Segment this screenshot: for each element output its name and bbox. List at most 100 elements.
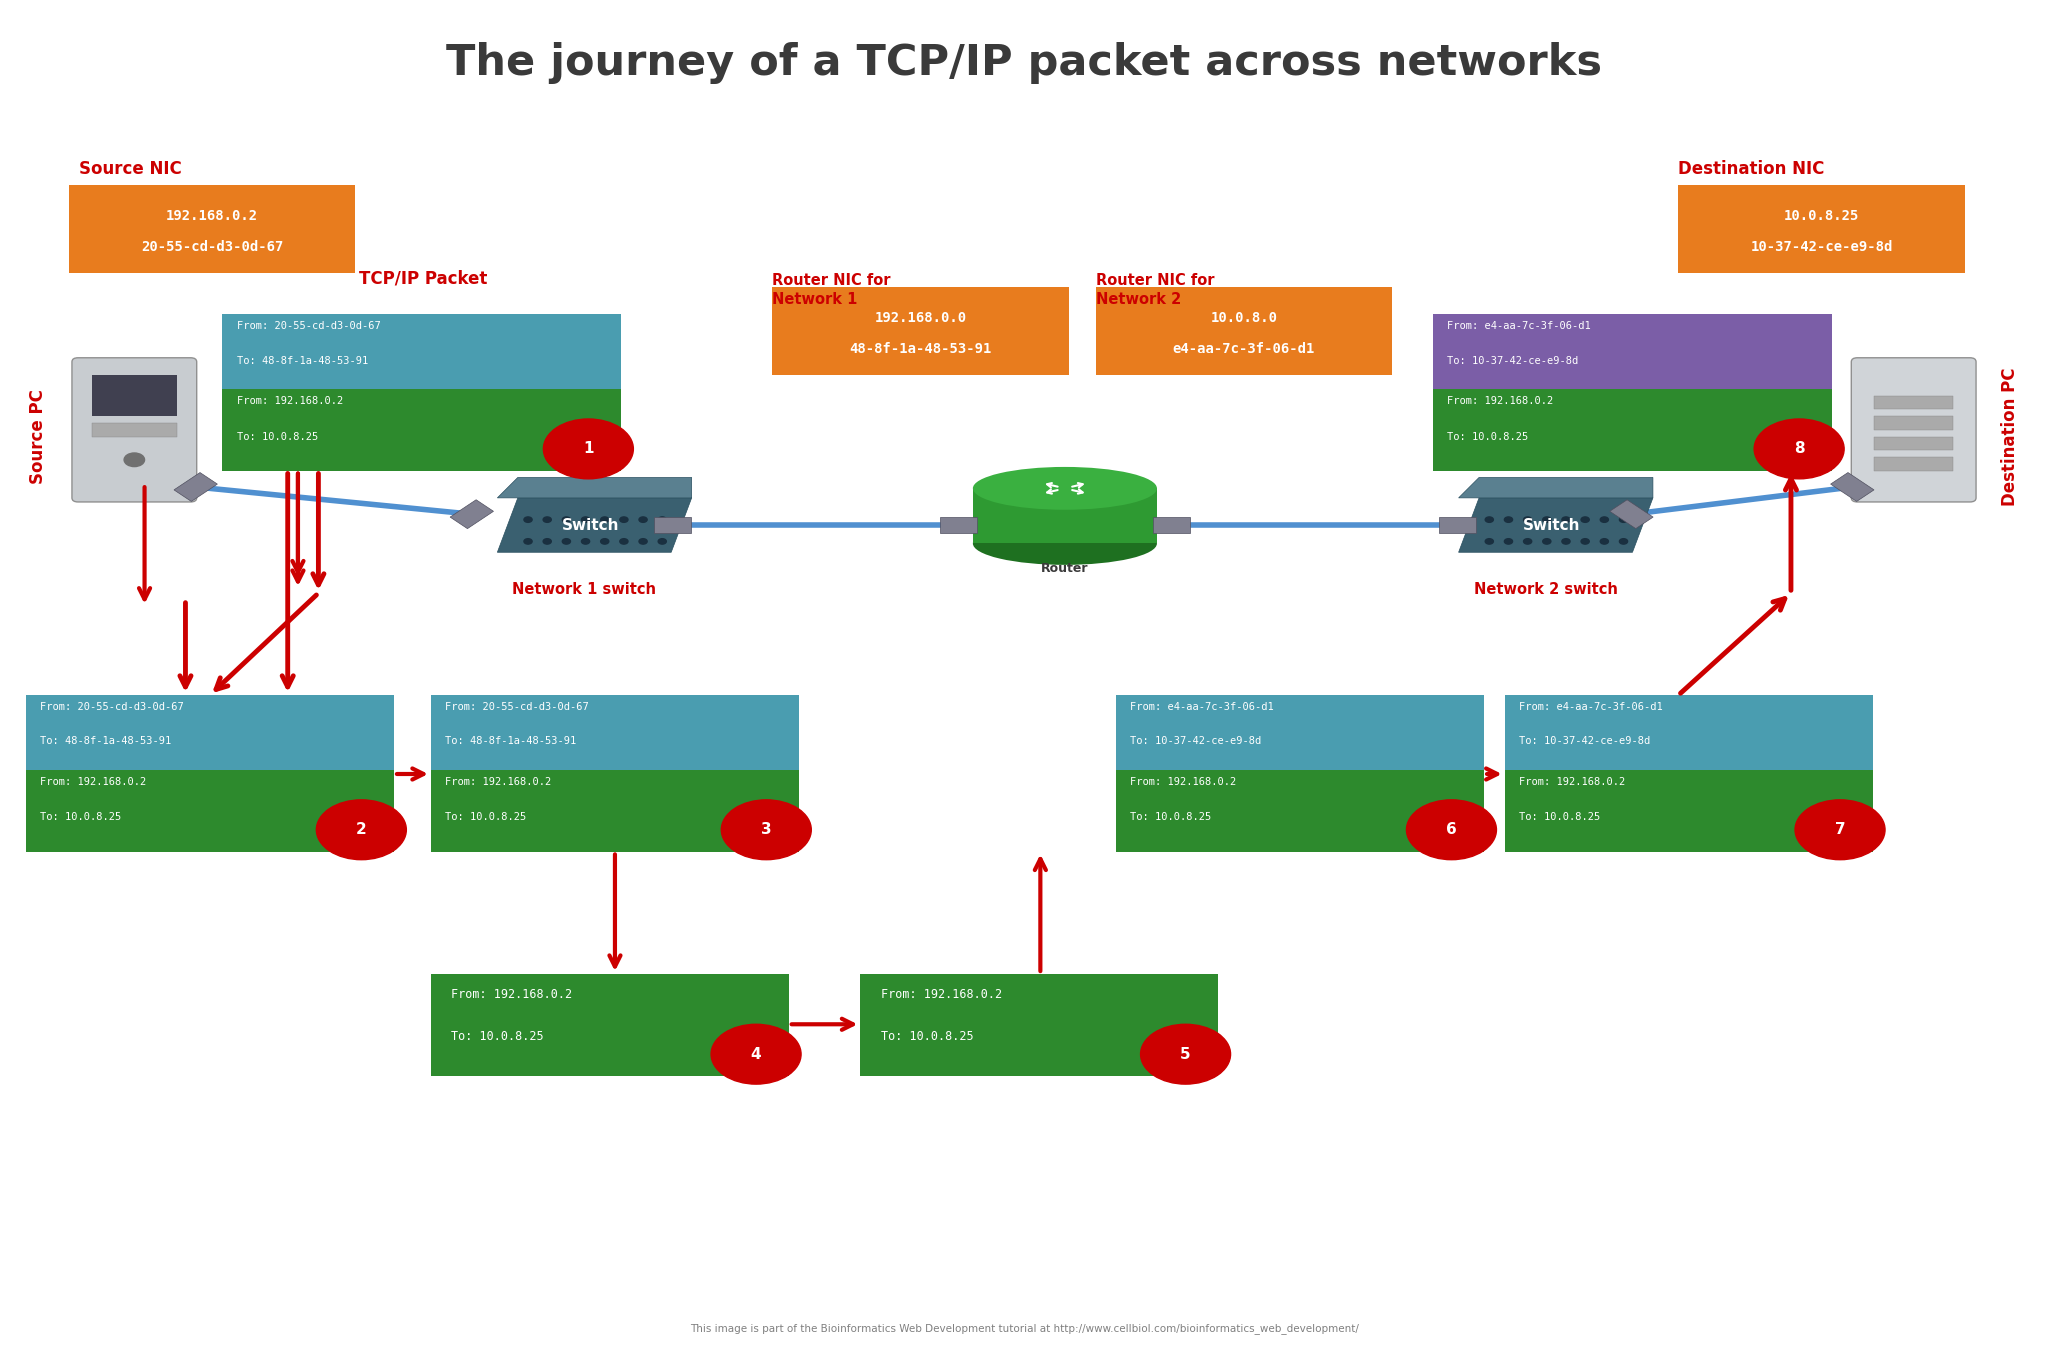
FancyBboxPatch shape [92,375,176,416]
Text: From: 192.168.0.2: From: 192.168.0.2 [41,777,147,786]
Text: Network 1 switch: Network 1 switch [512,582,655,597]
Text: 7: 7 [1835,822,1845,837]
Polygon shape [653,517,690,533]
Circle shape [1794,800,1884,860]
Circle shape [563,517,571,522]
Circle shape [1542,517,1550,522]
Circle shape [1581,538,1589,544]
Circle shape [1505,517,1513,522]
FancyBboxPatch shape [430,695,799,770]
Text: To: 10.0.8.25: To: 10.0.8.25 [1520,812,1599,822]
Circle shape [621,538,629,544]
Text: Destination PC: Destination PC [2001,368,2019,506]
FancyBboxPatch shape [1874,395,1954,409]
Text: 10-37-42-ce-e9-8d: 10-37-42-ce-e9-8d [1751,240,1892,254]
Text: Router NIC for
Network 2: Router NIC for Network 2 [1096,274,1214,307]
Text: From: 192.168.0.2: From: 192.168.0.2 [1448,397,1554,406]
Text: Destination NIC: Destination NIC [1679,161,1825,179]
Circle shape [639,538,647,544]
FancyBboxPatch shape [70,185,354,274]
Circle shape [315,800,406,860]
Polygon shape [174,473,217,502]
Text: From: e4-aa-7c-3f-06-d1: From: e4-aa-7c-3f-06-d1 [1130,702,1274,711]
Text: To: 10.0.8.25: To: 10.0.8.25 [238,432,317,442]
FancyBboxPatch shape [1096,288,1393,375]
Circle shape [543,418,633,478]
Circle shape [524,538,532,544]
Circle shape [1505,538,1513,544]
Text: 1: 1 [584,442,594,457]
Circle shape [1563,517,1571,522]
FancyBboxPatch shape [1434,390,1831,470]
Text: To: 10.0.8.25: To: 10.0.8.25 [881,1030,973,1043]
Polygon shape [1610,500,1653,529]
FancyBboxPatch shape [27,770,393,852]
FancyBboxPatch shape [72,357,197,502]
Text: 192.168.0.0: 192.168.0.0 [874,311,967,324]
FancyBboxPatch shape [223,390,621,470]
Circle shape [1620,517,1628,522]
Circle shape [600,517,608,522]
FancyBboxPatch shape [430,770,799,852]
Circle shape [1542,538,1550,544]
Circle shape [582,538,590,544]
Circle shape [1563,538,1571,544]
Text: From: 192.168.0.2: From: 192.168.0.2 [444,777,551,786]
Text: TCP/IP Packet: TCP/IP Packet [358,269,487,288]
Circle shape [1599,538,1608,544]
Polygon shape [498,477,692,497]
Text: From: e4-aa-7c-3f-06-d1: From: e4-aa-7c-3f-06-d1 [1520,702,1663,711]
FancyBboxPatch shape [1874,436,1954,450]
Polygon shape [1458,497,1653,552]
Circle shape [600,538,608,544]
FancyBboxPatch shape [772,288,1069,375]
Text: 20-55-cd-d3-0d-67: 20-55-cd-d3-0d-67 [141,240,283,254]
Text: 2: 2 [356,822,367,837]
Text: Router NIC for
Network 1: Router NIC for Network 1 [772,274,891,307]
FancyBboxPatch shape [223,315,621,390]
Text: To: 48-8f-1a-48-53-91: To: 48-8f-1a-48-53-91 [444,736,575,747]
Text: 6: 6 [1446,822,1456,837]
Text: From: 20-55-cd-d3-0d-67: From: 20-55-cd-d3-0d-67 [41,702,184,711]
Text: From: 20-55-cd-d3-0d-67: From: 20-55-cd-d3-0d-67 [238,322,381,331]
Polygon shape [1831,473,1874,502]
Text: 8: 8 [1794,442,1804,457]
FancyBboxPatch shape [1116,770,1485,852]
Polygon shape [940,517,977,533]
FancyBboxPatch shape [860,975,1219,1075]
FancyBboxPatch shape [1874,416,1954,429]
FancyBboxPatch shape [1434,315,1831,390]
FancyBboxPatch shape [1851,357,1976,502]
Text: To: 48-8f-1a-48-53-91: To: 48-8f-1a-48-53-91 [238,356,369,365]
Text: To: 48-8f-1a-48-53-91: To: 48-8f-1a-48-53-91 [41,736,172,747]
Text: 3: 3 [762,822,772,837]
Text: 10.0.8.0: 10.0.8.0 [1210,311,1278,324]
FancyBboxPatch shape [430,975,788,1075]
Circle shape [563,538,571,544]
Text: To: 10-37-42-ce-e9-8d: To: 10-37-42-ce-e9-8d [1520,736,1651,747]
Text: To: 10-37-42-ce-e9-8d: To: 10-37-42-ce-e9-8d [1130,736,1262,747]
FancyBboxPatch shape [92,423,176,436]
Circle shape [1485,517,1493,522]
Ellipse shape [973,522,1157,564]
Circle shape [1581,517,1589,522]
Text: To: 10.0.8.25: To: 10.0.8.25 [1448,432,1528,442]
Text: Switch: Switch [561,518,618,533]
Text: To: 10.0.8.25: To: 10.0.8.25 [1130,812,1212,822]
Text: Switch: Switch [1524,518,1581,533]
Circle shape [1620,538,1628,544]
Text: The journey of a TCP/IP packet across networks: The journey of a TCP/IP packet across ne… [446,42,1602,85]
Text: From: e4-aa-7c-3f-06-d1: From: e4-aa-7c-3f-06-d1 [1448,322,1591,331]
Text: From: 192.168.0.2: From: 192.168.0.2 [1130,777,1237,786]
Circle shape [582,517,590,522]
Circle shape [1141,1024,1231,1084]
Circle shape [657,517,666,522]
Polygon shape [1440,517,1477,533]
Text: From: 20-55-cd-d3-0d-67: From: 20-55-cd-d3-0d-67 [444,702,590,711]
FancyBboxPatch shape [1116,695,1485,770]
Text: From: 192.168.0.2: From: 192.168.0.2 [1520,777,1626,786]
FancyBboxPatch shape [1505,770,1872,852]
Text: This image is part of the Bioinformatics Web Development tutorial at http://www.: This image is part of the Bioinformatics… [690,1323,1358,1334]
Polygon shape [498,497,692,552]
Text: Router: Router [1040,562,1090,575]
